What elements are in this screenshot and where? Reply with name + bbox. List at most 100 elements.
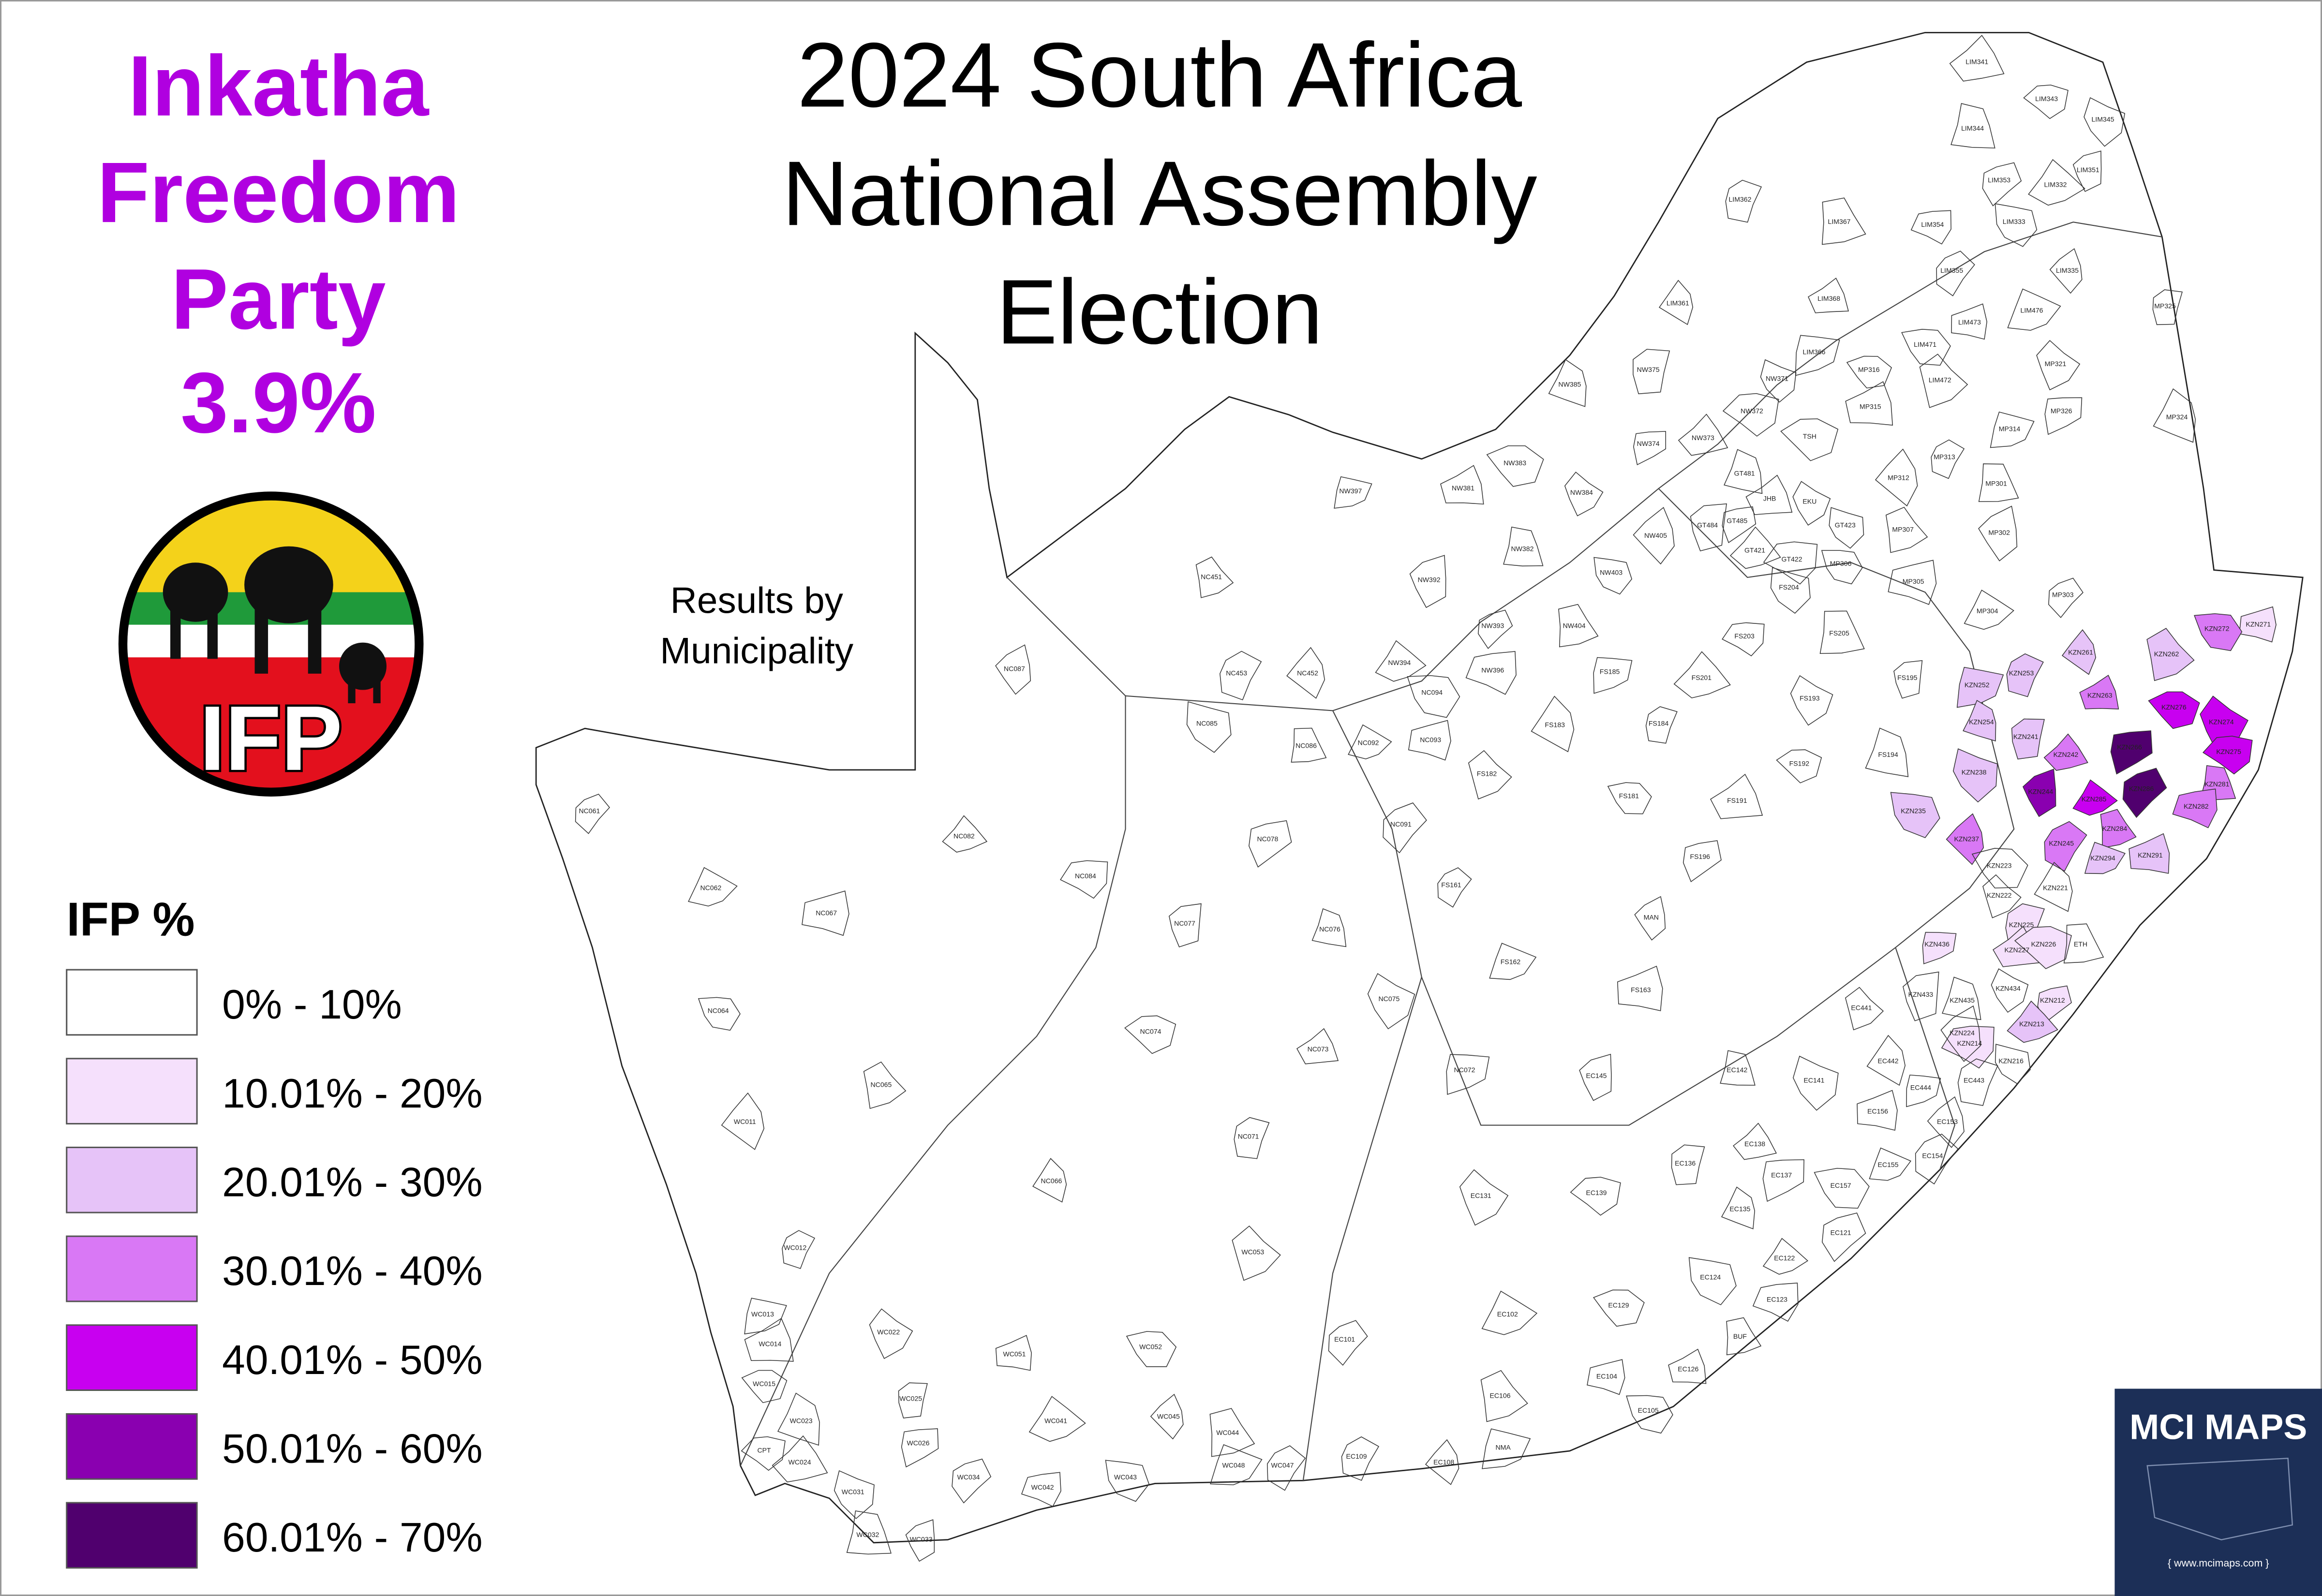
- province-borders: [740, 222, 2162, 1481]
- municipality-label: KZN261: [2068, 649, 2093, 656]
- municipality: [1291, 727, 1327, 763]
- municipality-label: NW396: [1481, 666, 1504, 674]
- municipality-label: FS185: [1600, 668, 1620, 676]
- branding: MCI MAPS { www.mcimaps.com }: [2114, 1389, 2322, 1596]
- municipality: [1126, 1331, 1177, 1367]
- municipality-label: FS204: [1779, 583, 1799, 591]
- municipality-label: EC444: [1910, 1084, 1931, 1092]
- legend-label: 30.01% - 40%: [222, 1248, 482, 1294]
- municipality: [1733, 1123, 1777, 1160]
- municipality: [802, 890, 849, 936]
- municipality-label: LIM473: [1958, 318, 1981, 326]
- municipality: [1587, 1359, 1625, 1395]
- municipality-label: EC108: [1433, 1458, 1454, 1466]
- municipality-label: KZN253: [2009, 669, 2034, 677]
- municipality: [1634, 896, 1666, 941]
- municipality-label: EC126: [1678, 1365, 1698, 1373]
- municipality: [1940, 1005, 1981, 1062]
- municipalities: KZN271 KZN272 KZN262 KZN261 KZN253 KZN252 KZN2…: [575, 34, 2277, 1562]
- municipality: [1645, 706, 1678, 744]
- municipality: [2049, 248, 2083, 294]
- municipality-label: KZN281: [2204, 780, 2230, 788]
- municipality: [1906, 1074, 1941, 1108]
- municipality-label: EC153: [1937, 1118, 1958, 1125]
- municipality-label: NC086: [1295, 742, 1317, 750]
- municipality-label: GT485: [1727, 517, 1747, 524]
- municipality-label: KZN223: [1987, 862, 2012, 870]
- municipality-label: FS195: [1897, 674, 1918, 681]
- municipality-label: WC022: [877, 1328, 900, 1336]
- municipality-label: NC076: [1319, 925, 1340, 933]
- municipality-labels: KZN271 KZN272 KZN262 KZN261 KZN253 KZN252 KZN2…: [579, 58, 2271, 1543]
- municipality: [1869, 1147, 1912, 1181]
- municipality-label: MP305: [1903, 577, 1924, 585]
- municipality: [1745, 474, 1793, 515]
- municipality: [1950, 103, 1995, 148]
- municipality-label: NC085: [1196, 720, 1218, 727]
- municipality-label: KZN436: [1924, 940, 1950, 948]
- municipality-label: MP324: [2166, 413, 2188, 421]
- municipality: [1915, 1133, 1959, 1185]
- municipality-label: WC047: [1271, 1461, 1294, 1469]
- municipality: [2152, 289, 2183, 325]
- municipality-label: KZN435: [1950, 996, 1975, 1004]
- municipality: [1673, 651, 1731, 698]
- municipality-label: FS161: [1441, 881, 1461, 888]
- party-share: 3.9%: [180, 355, 376, 451]
- municipality-label: WC044: [1216, 1429, 1239, 1436]
- municipality: [1901, 329, 1951, 366]
- municipality: [1267, 1445, 1306, 1491]
- municipality-label: KZN244: [2028, 787, 2054, 795]
- municipality: [905, 1519, 935, 1562]
- municipality: [1678, 414, 1728, 456]
- municipality: [1626, 1395, 1673, 1434]
- municipality: [1956, 666, 2004, 708]
- municipality-label: KZN225: [2009, 921, 2034, 929]
- municipality-label: WC025: [899, 1395, 922, 1403]
- municipality: [2146, 628, 2195, 681]
- municipality-label: NC073: [1308, 1045, 1329, 1053]
- municipality-label: LIM476: [2021, 307, 2043, 314]
- municipality-label: FS203: [1734, 632, 1755, 640]
- municipality: [2110, 730, 2153, 775]
- legend-label: 0% - 10%: [222, 981, 402, 1028]
- municipality-label: NW374: [1637, 440, 1660, 447]
- municipality: [2061, 629, 2097, 675]
- municipality: [1991, 968, 2029, 1013]
- municipality: [2043, 733, 2088, 771]
- municipality: [2084, 97, 2126, 147]
- municipality: [1995, 203, 2038, 247]
- municipality-label: LIM345: [2091, 116, 2114, 123]
- municipality: [2048, 577, 2084, 619]
- municipality: [2079, 675, 2119, 709]
- municipality: [1922, 931, 1957, 964]
- municipality-label: GT423: [1835, 521, 1856, 529]
- legend-label: 20.01% - 30%: [222, 1159, 482, 1205]
- municipality-label: KZN272: [2204, 625, 2230, 633]
- municipality: [995, 1335, 1032, 1371]
- municipality-label: KZN252: [1965, 681, 1990, 689]
- municipality-label: FS163: [1631, 986, 1651, 994]
- municipality: [1659, 280, 1694, 325]
- municipality-label: EC104: [1596, 1373, 1617, 1380]
- municipality: [1819, 610, 1865, 654]
- municipality-label: NC082: [953, 832, 975, 840]
- municipality-label: MP314: [1999, 425, 2021, 432]
- municipality-label: EC157: [1831, 1182, 1851, 1189]
- municipality: [1792, 481, 1831, 526]
- title-line: 2024 South Africa: [797, 24, 1522, 126]
- municipality: [1409, 555, 1446, 608]
- municipality-label: KZN266: [2117, 743, 2142, 751]
- municipality: [1978, 463, 2019, 502]
- municipality-label: NW397: [1339, 487, 1362, 495]
- municipality: [1946, 813, 1984, 865]
- municipality-label: MP312: [1888, 473, 1909, 481]
- logo-text: IFP: [200, 687, 342, 790]
- municipality-label: GT422: [1782, 555, 1802, 563]
- municipality: [1617, 965, 1663, 1011]
- municipality: [1982, 162, 2022, 207]
- municipality: [2007, 288, 2061, 331]
- municipality-label: FS201: [1692, 674, 1712, 681]
- municipality-label: NC062: [700, 884, 721, 891]
- municipality: [1990, 412, 2035, 448]
